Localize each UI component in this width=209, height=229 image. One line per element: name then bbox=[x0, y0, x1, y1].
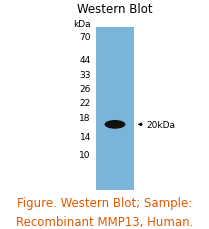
Text: Figure. Western Blot; Sample:: Figure. Western Blot; Sample: bbox=[17, 196, 192, 209]
Text: 22: 22 bbox=[80, 99, 91, 108]
Text: kDa: kDa bbox=[73, 19, 91, 29]
Text: 18: 18 bbox=[79, 113, 91, 123]
Text: 10: 10 bbox=[79, 151, 91, 160]
Text: 14: 14 bbox=[80, 132, 91, 141]
Text: 33: 33 bbox=[79, 70, 91, 79]
Text: 44: 44 bbox=[80, 56, 91, 65]
Bar bbox=[96, 27, 134, 190]
Text: 20kDa: 20kDa bbox=[146, 120, 175, 129]
Text: Western Blot: Western Blot bbox=[77, 3, 153, 16]
Text: Recombinant MMP13, Human.: Recombinant MMP13, Human. bbox=[16, 215, 193, 228]
Ellipse shape bbox=[104, 120, 125, 129]
Text: 26: 26 bbox=[80, 84, 91, 93]
Text: 70: 70 bbox=[79, 33, 91, 42]
